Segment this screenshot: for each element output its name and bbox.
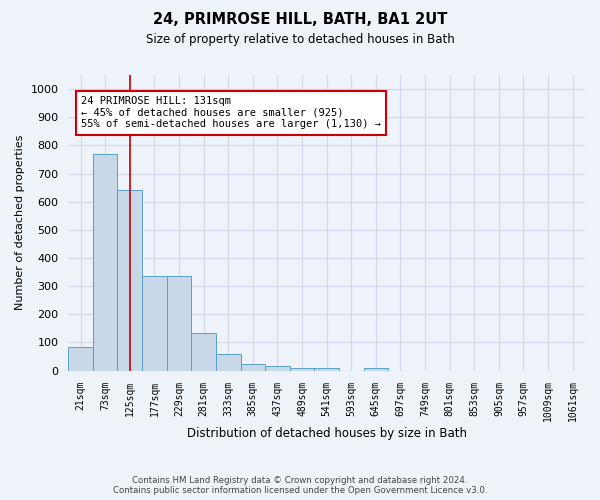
Bar [142,276,167,370]
Bar [290,368,314,370]
Text: 24, PRIMROSE HILL, BATH, BA1 2UT: 24, PRIMROSE HILL, BATH, BA1 2UT [153,12,447,28]
Bar [191,332,216,370]
Text: Size of property relative to detached houses in Bath: Size of property relative to detached ho… [146,32,454,46]
Bar [167,276,191,370]
X-axis label: Distribution of detached houses by size in Bath: Distribution of detached houses by size … [187,427,467,440]
Bar [241,364,265,370]
Text: 24 PRIMROSE HILL: 131sqm
← 45% of detached houses are smaller (925)
55% of semi-: 24 PRIMROSE HILL: 131sqm ← 45% of detach… [81,96,381,130]
Bar [314,368,339,370]
Bar [216,354,241,370]
Bar [93,154,118,370]
Bar [68,347,93,370]
Bar [364,368,388,370]
Y-axis label: Number of detached properties: Number of detached properties [15,135,25,310]
Bar [265,366,290,370]
Text: Contains HM Land Registry data © Crown copyright and database right 2024.
Contai: Contains HM Land Registry data © Crown c… [113,476,487,495]
Bar [118,190,142,370]
